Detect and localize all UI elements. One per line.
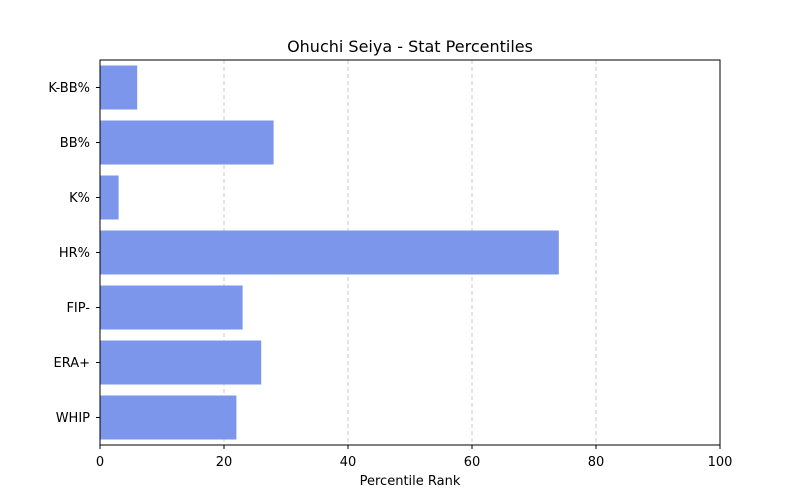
y-tick-label: ERA+ bbox=[53, 356, 90, 371]
bar-k bbox=[100, 175, 119, 220]
y-tick-label: WHIP bbox=[56, 411, 90, 426]
y-axis-ticks: K-BB% BB% K% HR% FIP- ERA+ WHIP bbox=[48, 81, 100, 426]
x-tick-label: 20 bbox=[216, 455, 233, 470]
x-tick-label: 0 bbox=[96, 455, 104, 470]
x-axis-ticks: 0 20 40 60 80 100 bbox=[96, 445, 733, 470]
bars bbox=[100, 65, 559, 440]
y-tick-label: HR% bbox=[59, 246, 90, 261]
y-tick-label: FIP- bbox=[66, 301, 90, 316]
x-tick-label: 100 bbox=[708, 455, 733, 470]
bar-bb bbox=[100, 120, 274, 165]
bar-hr bbox=[100, 230, 559, 275]
x-tick-label: 40 bbox=[340, 455, 357, 470]
bar-whip bbox=[100, 395, 237, 440]
chart-title: Ohuchi Seiya - Stat Percentiles bbox=[287, 37, 533, 56]
x-tick-label: 80 bbox=[588, 455, 605, 470]
bar-era bbox=[100, 340, 262, 385]
bar-fip bbox=[100, 285, 243, 330]
y-tick-label: K-BB% bbox=[48, 81, 90, 96]
y-tick-label: K% bbox=[69, 191, 90, 206]
bar-k-bb bbox=[100, 65, 138, 110]
x-tick-label: 60 bbox=[464, 455, 481, 470]
x-axis-title: Percentile Rank bbox=[360, 474, 461, 489]
y-tick-label: BB% bbox=[60, 136, 90, 151]
